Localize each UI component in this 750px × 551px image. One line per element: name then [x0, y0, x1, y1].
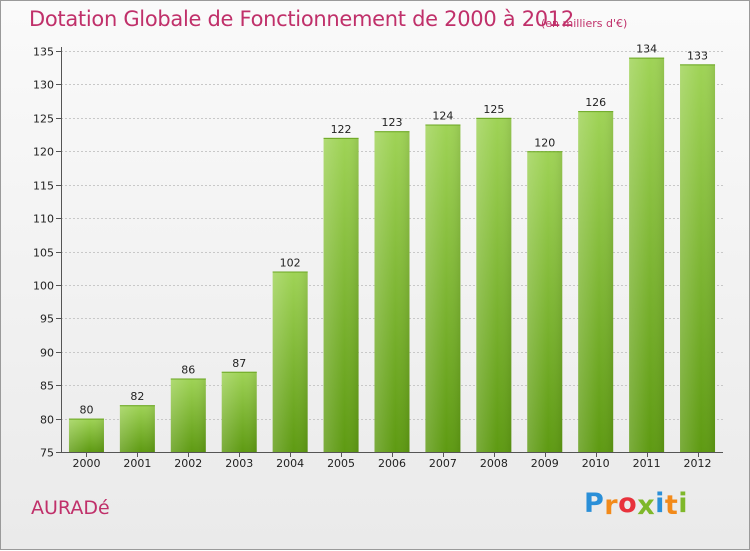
y-tick-label: 120 — [33, 146, 54, 159]
logo-letter: t — [664, 490, 679, 521]
x-tick-label: 2000 — [72, 457, 100, 470]
bars — [68, 57, 716, 453]
bar-value-label: 126 — [585, 96, 606, 109]
bar-shade — [119, 405, 155, 452]
y-tick-label: 90 — [40, 347, 54, 360]
y-tick-label: 135 — [33, 46, 54, 59]
y-tick-label: 95 — [40, 313, 54, 326]
bar-shade — [680, 64, 716, 452]
bar-value-label: 124 — [432, 110, 453, 123]
y-tick-label: 75 — [40, 447, 54, 460]
bar-shade — [374, 131, 410, 452]
bar-shade — [425, 124, 461, 453]
axes — [56, 47, 723, 457]
bar-value-label: 102 — [280, 257, 301, 270]
commune-name: AURADé — [31, 497, 110, 519]
bar-shade — [629, 57, 665, 452]
y-tick-label: 115 — [33, 180, 54, 193]
bar-value-label: 125 — [483, 103, 504, 116]
y-tick-label: 80 — [40, 414, 54, 427]
logo-letter: o — [618, 488, 638, 519]
logo-letter: P — [584, 488, 605, 519]
x-tick-label: 2010 — [582, 457, 610, 470]
bar-value-label: 122 — [331, 123, 352, 136]
chart-subtitle: (en milliers d'€) — [541, 17, 628, 30]
y-tick-label: 110 — [33, 213, 54, 226]
bar-value-label: 120 — [534, 136, 555, 149]
bar-shade — [221, 371, 257, 452]
y-tick-label: 125 — [33, 113, 54, 126]
x-tick-label: 2007 — [429, 457, 457, 470]
x-tick-label: 2012 — [684, 457, 712, 470]
bar-value-label: 86 — [181, 363, 195, 376]
y-tick-label: 130 — [33, 79, 54, 92]
bar-value-label: 87 — [232, 357, 246, 370]
bar-value-label: 82 — [130, 390, 144, 403]
bar-value-label: 134 — [636, 43, 657, 56]
bar-value-label: 123 — [382, 116, 403, 129]
logo-letter: i — [678, 488, 689, 519]
x-tick-label: 2002 — [174, 457, 202, 470]
x-tick-label: 2009 — [531, 457, 559, 470]
bar-shade — [272, 271, 308, 452]
labels: 75 80 85 90 95 100 105 110 115 120 125 130 135 80 2000… — [33, 43, 712, 470]
bar-shade — [323, 137, 359, 452]
y-tick-label: 85 — [40, 380, 54, 393]
x-tick-label: 2004 — [276, 457, 304, 470]
bar-shade — [527, 151, 563, 452]
proxiti-logo[interactable]: Proxiti — [584, 488, 689, 521]
x-tick-label: 2005 — [327, 457, 355, 470]
logo-letter: x — [637, 490, 656, 521]
y-tick-label: 105 — [33, 247, 54, 260]
bar-value-label: 80 — [79, 404, 93, 417]
x-tick-label: 2006 — [378, 457, 406, 470]
logo-letter: i — [655, 488, 665, 519]
logo-letter: r — [604, 490, 619, 521]
chart-title: Dotation Globale de Fonctionnement de 20… — [29, 7, 574, 31]
bar-shade — [68, 418, 104, 452]
x-tick-label: 2008 — [480, 457, 508, 470]
x-tick-label: 2003 — [225, 457, 253, 470]
bar-shade — [578, 111, 614, 453]
bar-shade — [170, 378, 206, 452]
x-tick-label: 2001 — [123, 457, 151, 470]
bar-value-label: 133 — [687, 49, 708, 62]
x-tick-label: 2011 — [633, 457, 661, 470]
y-tick-label: 100 — [33, 280, 54, 293]
bar-shade — [476, 117, 512, 452]
